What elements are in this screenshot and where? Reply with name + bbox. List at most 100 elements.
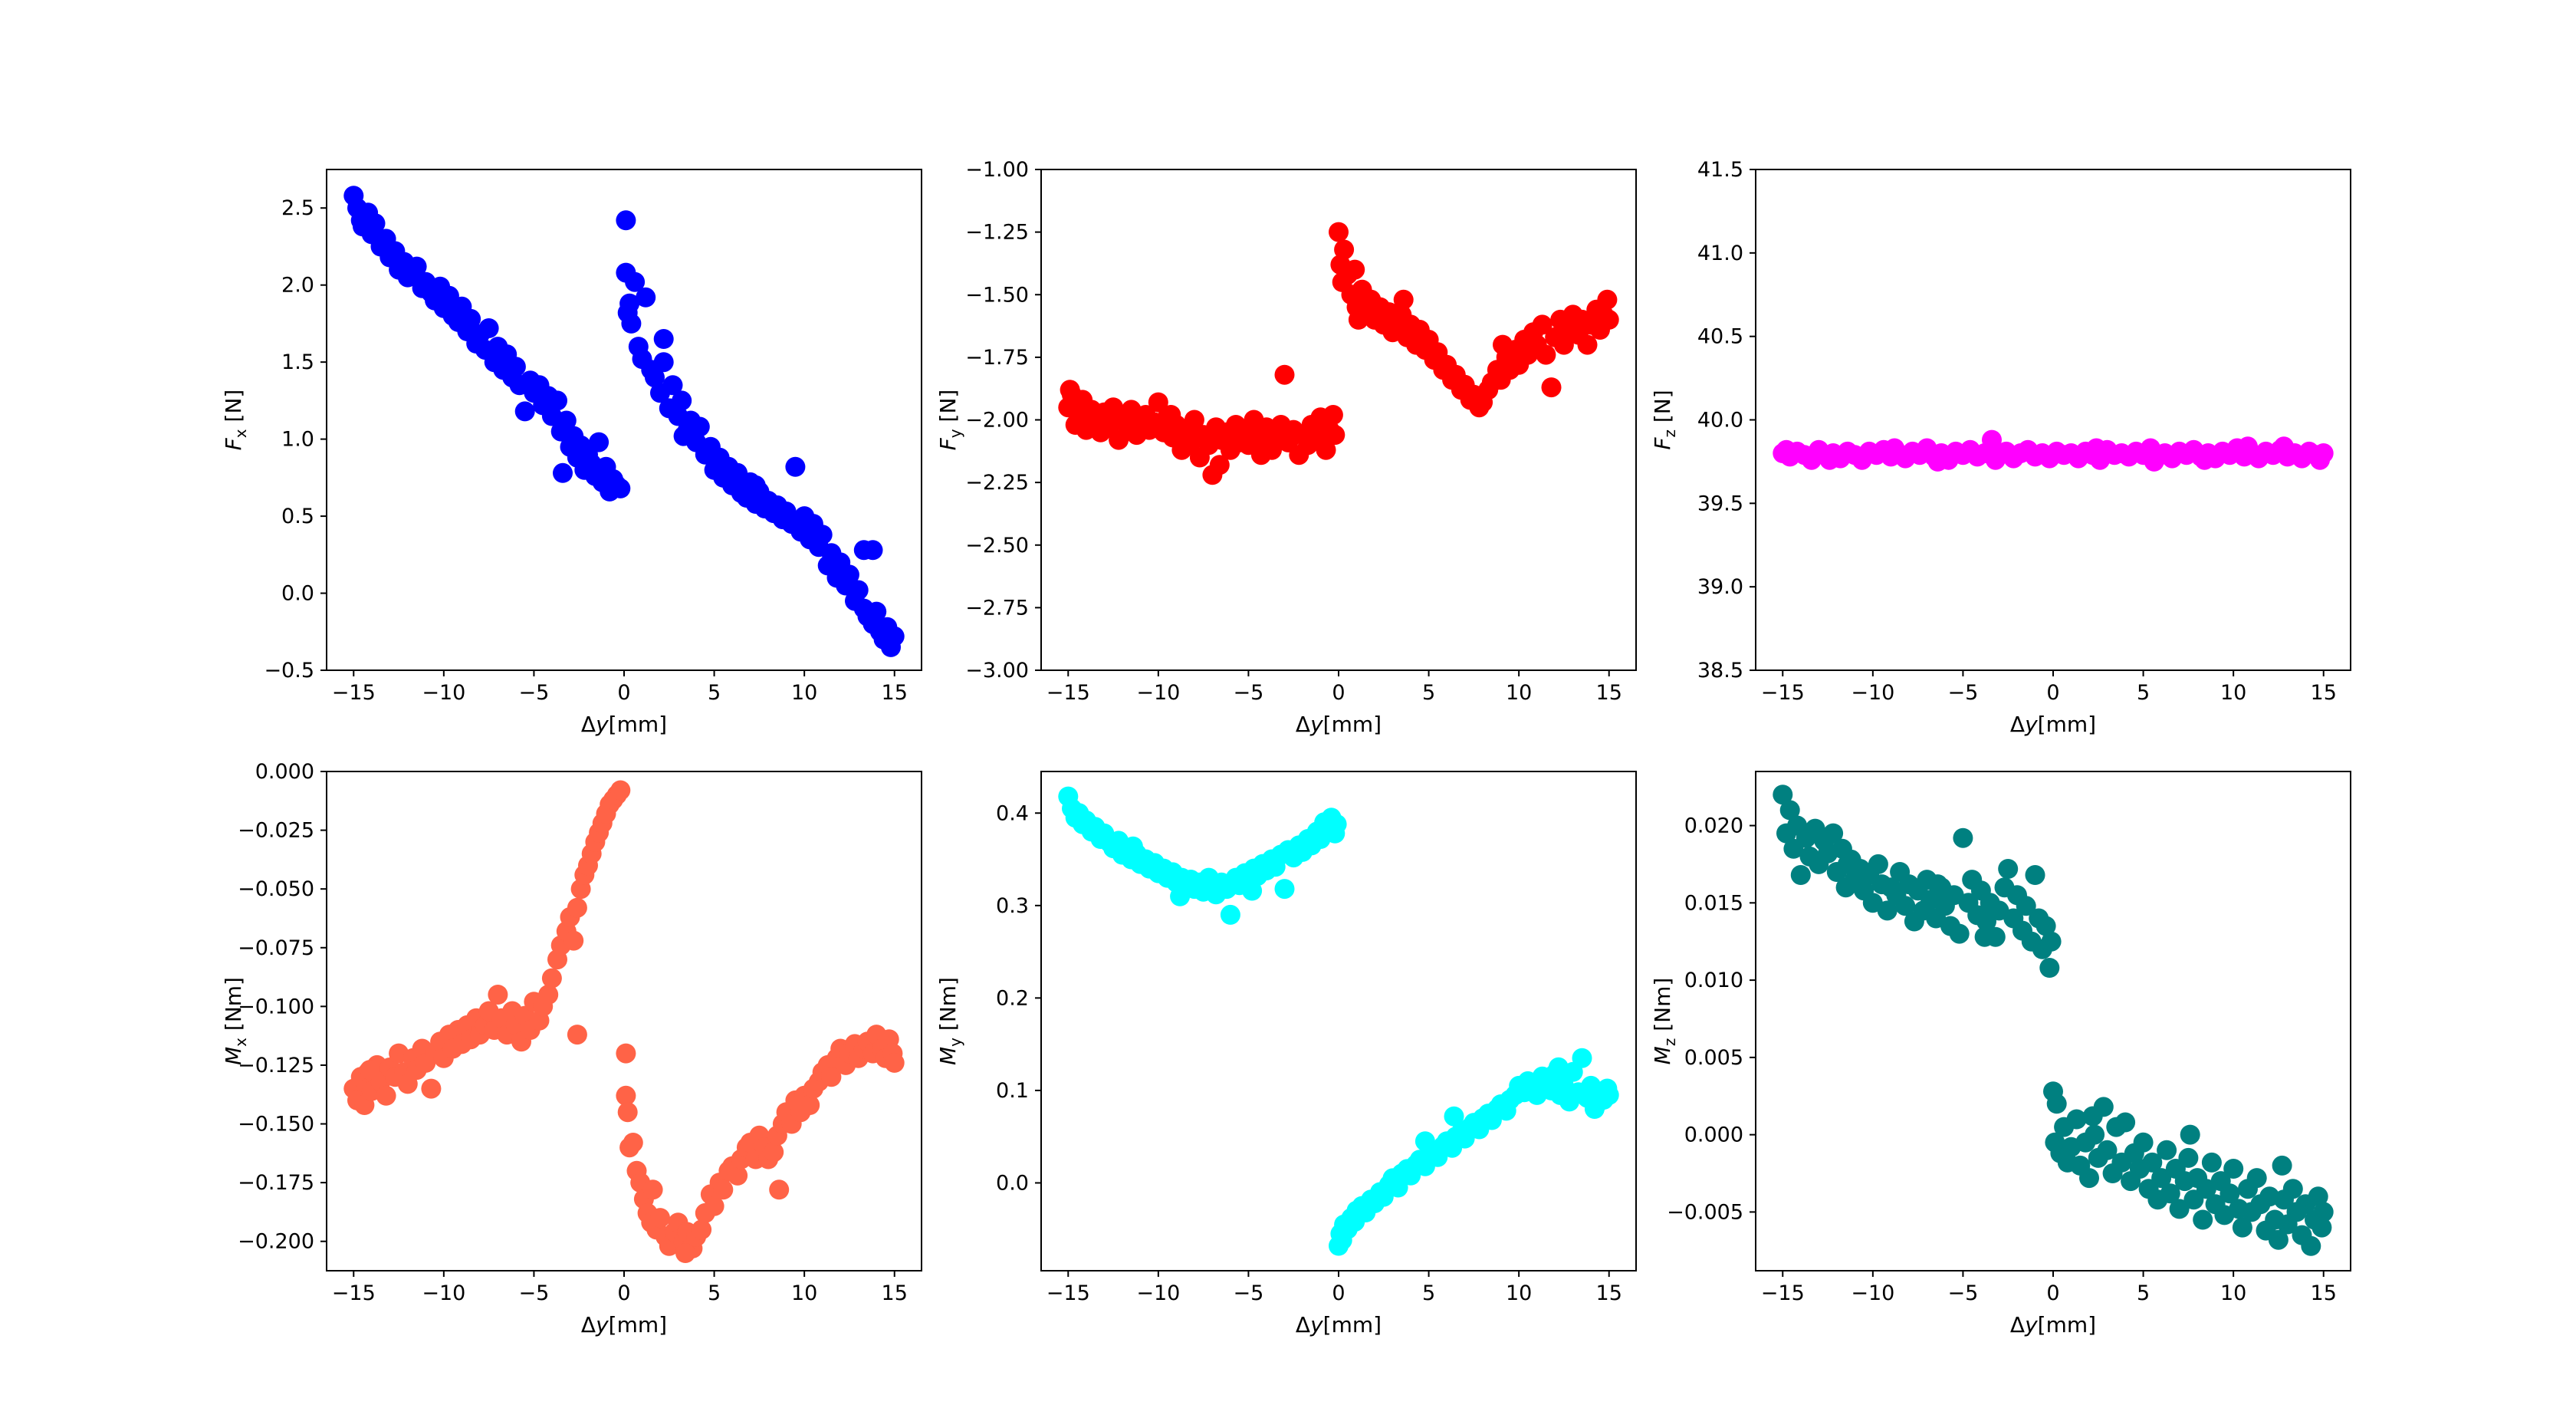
data-point	[1927, 874, 1948, 895]
x-tick-label: −10	[1136, 1281, 1180, 1305]
data-point	[2144, 451, 2164, 472]
data-point	[421, 1078, 442, 1099]
y-axis-label: Fx [N]	[221, 390, 250, 451]
data-point	[461, 308, 481, 329]
y-tick-label: 38.5	[1697, 659, 1743, 683]
subplot-mx: −15 −10 −5 0 5 10 15 −0.200 −0.175 −0.150 −0.125 −0…	[221, 760, 922, 1337]
x-tick-label: 10	[1506, 1281, 1532, 1305]
data-point	[514, 401, 535, 422]
data-point	[1414, 1131, 1435, 1152]
data-point	[1823, 823, 1844, 844]
data-point	[839, 564, 859, 585]
data-point	[1060, 380, 1080, 400]
data-point	[553, 462, 573, 483]
x-tick-label: −15	[332, 681, 376, 705]
data-point	[863, 540, 883, 561]
data-point	[785, 456, 806, 477]
data-point	[1322, 405, 1343, 425]
data-point	[704, 1196, 724, 1216]
x-axis-label: Δy[mm]	[1296, 712, 1382, 737]
x-tick-label: 0	[2046, 1281, 2059, 1305]
y-tick-label: −2.50	[965, 534, 1029, 558]
x-tick-label: 0	[617, 1281, 630, 1305]
data-point	[662, 375, 683, 396]
data-point	[1250, 445, 1271, 465]
data-point	[2282, 1179, 2303, 1199]
x-tick-label: −15	[1761, 681, 1805, 705]
x-axis-label: Δy[mm]	[2010, 712, 2096, 737]
subplot-fy: −15 −10 −5 0 5 10 15 −3.00 −2.75 −2.50 −2.25 −2.00 −…	[935, 158, 1637, 737]
y-tick-label: 2.5	[281, 196, 314, 220]
x-tick-label: −15	[1046, 1281, 1090, 1305]
data-point	[2043, 445, 2063, 465]
data-point	[1553, 334, 1574, 355]
data-point	[673, 426, 694, 446]
x-tick-label: 10	[791, 1281, 817, 1305]
data-point	[2086, 438, 2107, 459]
data-point	[1536, 344, 1556, 365]
points-my	[1058, 786, 1619, 1256]
y-tick-label: 1.0	[281, 428, 314, 452]
data-point	[2097, 1140, 2118, 1160]
data-point	[821, 1067, 842, 1087]
x-tick-label: 10	[1506, 681, 1532, 705]
data-point	[1790, 865, 1811, 885]
data-point	[589, 432, 610, 452]
data-point	[488, 985, 508, 1005]
data-point	[1148, 392, 1168, 413]
x-axis-label: Δy[mm]	[1296, 1312, 1382, 1337]
data-point	[689, 416, 710, 437]
data-point	[653, 329, 674, 349]
data-point	[642, 1179, 663, 1200]
data-point	[406, 256, 427, 277]
data-point	[616, 210, 636, 231]
data-point	[1326, 814, 1347, 834]
data-point	[2272, 1155, 2292, 1176]
x-tick-label: −10	[1851, 681, 1894, 705]
axes-frame	[326, 771, 922, 1271]
y-tick-label: 1.5	[281, 350, 314, 374]
data-point	[2085, 1124, 2105, 1145]
subplot-mz: −15 −10 −5 0 5 10 15 −0.005 0.000 0.005 0.010 0.015…	[1650, 771, 2351, 1337]
data-point	[2016, 896, 2036, 916]
data-point	[1779, 800, 1800, 821]
y-tick-label: 0.3	[996, 894, 1029, 918]
y-axis-label: Mx [Nm]	[221, 977, 250, 1065]
x-axis-label: Δy[mm]	[2010, 1312, 2096, 1337]
data-point	[547, 390, 567, 411]
data-point	[1776, 439, 1796, 460]
x-axis-label: Δy[mm]	[581, 1312, 667, 1337]
y-tick-label: −2.00	[965, 409, 1029, 433]
y-tick-label: −1.25	[965, 221, 1029, 245]
data-point	[556, 410, 577, 431]
data-point	[636, 287, 656, 308]
data-point	[2039, 958, 2060, 978]
y-axis-label: My [Nm]	[935, 977, 964, 1065]
y-tick-label: −3.00	[965, 659, 1029, 683]
data-point	[1577, 334, 1598, 355]
data-point	[2180, 1124, 2200, 1145]
data-point	[1161, 405, 1181, 425]
data-point	[2157, 1140, 2177, 1160]
x-tick-label: 10	[2220, 1281, 2246, 1305]
y-tick-label: −0.100	[238, 995, 314, 1018]
points-mx	[343, 780, 905, 1263]
y-tick-label: −2.25	[965, 471, 1029, 495]
y-tick-label: 39.5	[1697, 492, 1743, 515]
data-point	[1584, 1099, 1605, 1119]
data-point	[2142, 1152, 2163, 1173]
x-axis-label: Δy[mm]	[581, 712, 667, 737]
data-point	[1345, 259, 1365, 280]
data-point	[653, 352, 674, 373]
data-point	[1548, 1057, 1569, 1077]
y-tick-label: −0.025	[238, 819, 314, 843]
data-point	[2115, 1112, 2136, 1133]
data-point	[1949, 923, 1970, 944]
y-tick-label: 0.005	[1684, 1046, 1743, 1070]
data-point	[365, 213, 386, 234]
data-point	[1209, 455, 1230, 475]
points-fz	[1773, 429, 2334, 472]
x-tick-label: −5	[519, 1281, 550, 1305]
data-point	[1316, 439, 1336, 460]
